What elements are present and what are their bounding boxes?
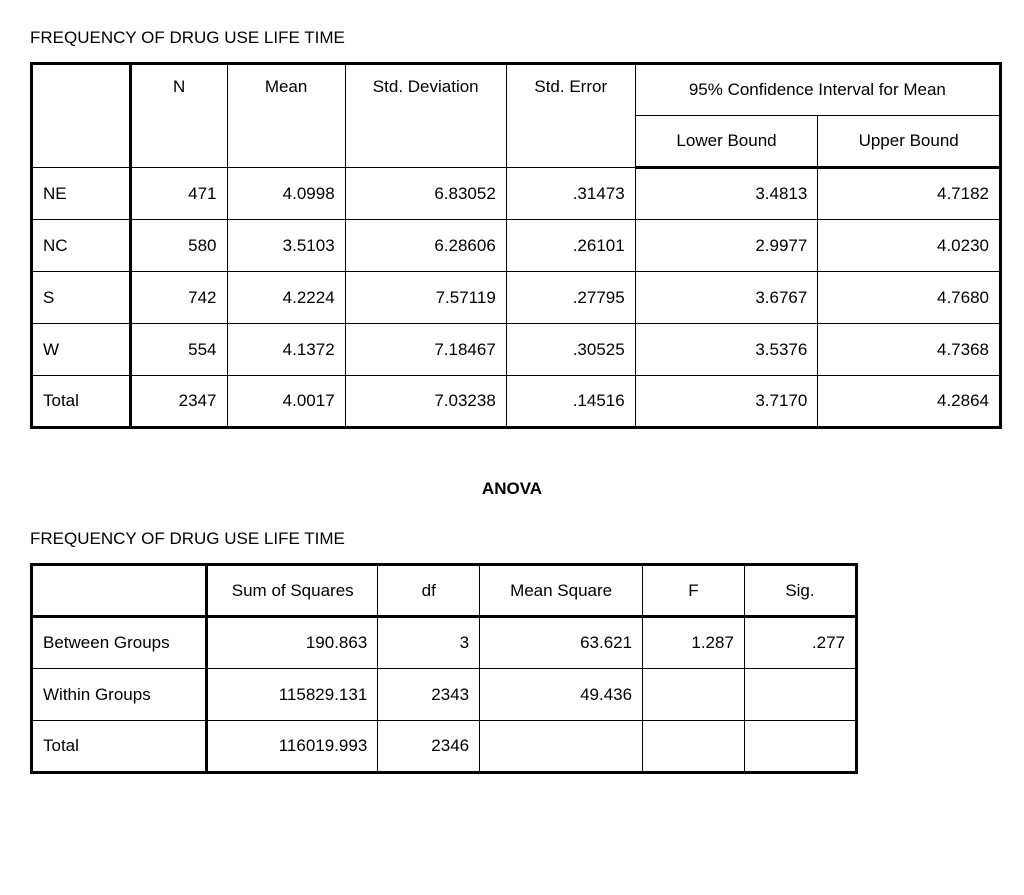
cell-upper: 4.7182 [818,168,1001,220]
col-header-mean: Mean [227,64,345,168]
col-header-ss: Sum of Squares [207,565,378,617]
row-label: NC [32,220,131,272]
cell-mean: 4.2224 [227,272,345,324]
anova-title: FREQUENCY OF DRUG USE LIFE TIME [30,529,994,549]
cell-stddev: 7.03238 [345,376,506,428]
row-label: Between Groups [32,617,207,669]
cell-ss: 190.863 [207,617,378,669]
cell-stderr: .30525 [506,324,635,376]
cell-stderr: .27795 [506,272,635,324]
row-label: S [32,272,131,324]
descriptives-table: N Mean Std. Deviation Std. Error 95% Con… [30,62,1002,429]
cell-ms: 63.621 [480,617,643,669]
cell-mean: 4.0998 [227,168,345,220]
row-label: Total [32,721,207,773]
anova-body: Between Groups 190.863 3 63.621 1.287 .2… [32,617,857,773]
col-header-sig: Sig. [744,565,856,617]
cell-stddev: 6.28606 [345,220,506,272]
table-row: Total 2347 4.0017 7.03238 .14516 3.7170 … [32,376,1001,428]
cell-stderr: .14516 [506,376,635,428]
col-header-n: N [130,64,227,168]
col-header-blank [32,64,131,168]
cell-mean: 3.5103 [227,220,345,272]
table-row: NC 580 3.5103 6.28606 .26101 2.9977 4.02… [32,220,1001,272]
col-header-upper: Upper Bound [818,116,1001,168]
table-row: Total 116019.993 2346 [32,721,857,773]
col-header-df: df [378,565,480,617]
cell-upper: 4.2864 [818,376,1001,428]
cell-upper: 4.7680 [818,272,1001,324]
cell-sig: .277 [744,617,856,669]
anova-table: Sum of Squares df Mean Square F Sig. Bet… [30,563,858,774]
cell-ms: 49.436 [480,669,643,721]
cell-sig [744,669,856,721]
cell-sig [744,721,856,773]
cell-stddev: 7.18467 [345,324,506,376]
col-header-ms: Mean Square [480,565,643,617]
cell-lower: 3.4813 [635,168,818,220]
cell-n: 471 [130,168,227,220]
col-header-stderr: Std. Error [506,64,635,168]
table-row: NE 471 4.0998 6.83052 .31473 3.4813 4.71… [32,168,1001,220]
col-header-f: F [643,565,745,617]
cell-n: 742 [130,272,227,324]
cell-stddev: 6.83052 [345,168,506,220]
cell-n: 580 [130,220,227,272]
cell-stderr: .31473 [506,168,635,220]
table-row: S 742 4.2224 7.57119 .27795 3.6767 4.768… [32,272,1001,324]
cell-df: 3 [378,617,480,669]
col-header-blank [32,565,207,617]
col-header-ci: 95% Confidence Interval for Mean [635,64,1000,116]
cell-df: 2343 [378,669,480,721]
row-label: Within Groups [32,669,207,721]
descriptives-body: NE 471 4.0998 6.83052 .31473 3.4813 4.71… [32,168,1001,428]
cell-lower: 3.6767 [635,272,818,324]
cell-stddev: 7.57119 [345,272,506,324]
row-label: W [32,324,131,376]
cell-lower: 3.5376 [635,324,818,376]
anova-heading: ANOVA [30,479,994,499]
cell-f: 1.287 [643,617,745,669]
cell-lower: 2.9977 [635,220,818,272]
cell-ss: 116019.993 [207,721,378,773]
cell-lower: 3.7170 [635,376,818,428]
row-label: Total [32,376,131,428]
col-header-stddev: Std. Deviation [345,64,506,168]
cell-n: 554 [130,324,227,376]
cell-stderr: .26101 [506,220,635,272]
cell-upper: 4.0230 [818,220,1001,272]
cell-n: 2347 [130,376,227,428]
cell-ss: 115829.131 [207,669,378,721]
descriptives-title: FREQUENCY OF DRUG USE LIFE TIME [30,28,994,48]
col-header-lower: Lower Bound [635,116,818,168]
cell-f [643,669,745,721]
cell-df: 2346 [378,721,480,773]
cell-mean: 4.1372 [227,324,345,376]
table-row: Within Groups 115829.131 2343 49.436 [32,669,857,721]
cell-ms [480,721,643,773]
cell-f [643,721,745,773]
cell-mean: 4.0017 [227,376,345,428]
table-row: W 554 4.1372 7.18467 .30525 3.5376 4.736… [32,324,1001,376]
cell-upper: 4.7368 [818,324,1001,376]
row-label: NE [32,168,131,220]
table-row: Between Groups 190.863 3 63.621 1.287 .2… [32,617,857,669]
